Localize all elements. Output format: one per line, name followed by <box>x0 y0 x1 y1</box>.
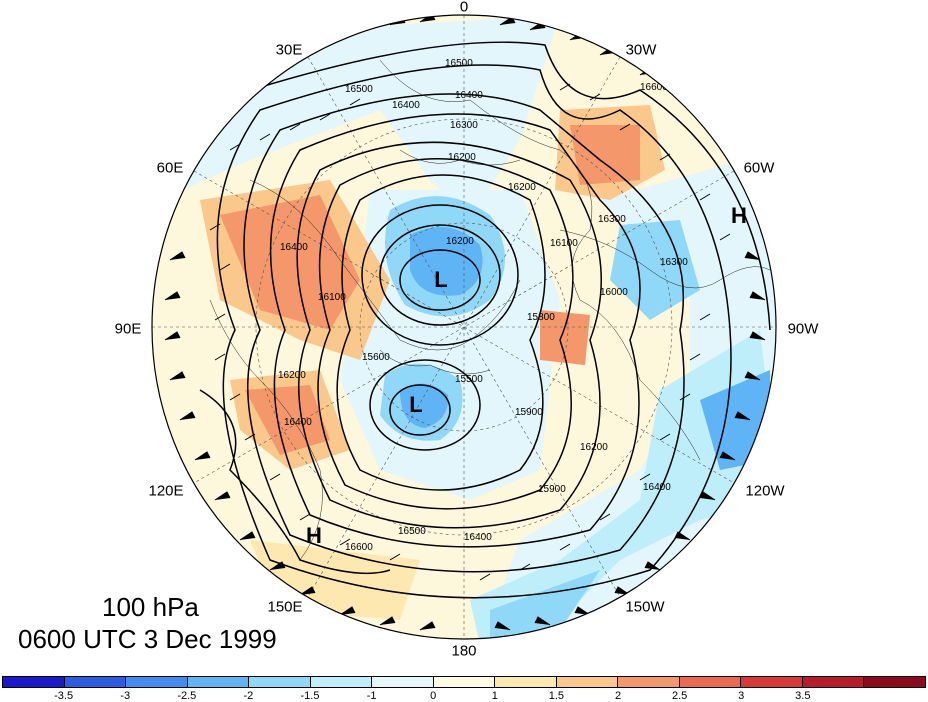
contour-label: 16200 <box>580 442 608 453</box>
anomaly-blue <box>490 570 600 639</box>
contour-label: 16300 <box>660 257 688 268</box>
lon-label-120e: 120E <box>148 482 184 500</box>
lon-label-60e: 60E <box>156 159 184 177</box>
contour-label: 16100 <box>318 292 346 303</box>
anomaly-warm <box>220 195 360 330</box>
colorbar-tick-label: -3 <box>120 690 131 702</box>
colorbar-swatch <box>126 677 188 687</box>
contour-label: 16400 <box>280 242 308 253</box>
contour-label: 16200 <box>446 236 474 247</box>
lon-label-60w: 60W <box>743 159 775 177</box>
colorbar-swatch <box>864 677 925 687</box>
low-center: L <box>434 267 448 292</box>
contour-label: 16500 <box>345 84 373 95</box>
contour-label: 16500 <box>398 526 426 537</box>
anomaly-warm <box>540 310 590 365</box>
colorbar-swatch <box>741 677 803 687</box>
contour-label: 15800 <box>527 312 555 323</box>
anomaly-warm <box>245 385 330 455</box>
contour-label: 15500 <box>455 374 483 385</box>
contour-label: 16200 <box>448 152 476 163</box>
colorbar-swatch <box>618 677 680 687</box>
colorbar <box>2 676 926 688</box>
lon-label-0: 0 <box>459 0 469 16</box>
high-center: H <box>731 203 747 228</box>
contour-label: 16400 <box>464 532 492 543</box>
contour-label: 16300 <box>450 120 478 131</box>
contour-label: 16400 <box>392 100 420 111</box>
contour-label: 16200 <box>278 370 306 381</box>
colorbar-tick-label: -3.5 <box>54 690 74 702</box>
colorbar-tick-label: 2.5 <box>671 690 688 702</box>
colorbar-tick-label: -2 <box>243 690 254 702</box>
contour-label: 16600 <box>640 82 668 93</box>
contour-label: 16400 <box>284 417 312 428</box>
lon-label-30w: 30W <box>625 41 657 59</box>
lon-label-150e: 150E <box>267 598 303 616</box>
colorbar-swatch <box>802 677 865 687</box>
colorbar-tick-label: 2 <box>614 690 622 702</box>
contour-label: 16200 <box>508 182 536 193</box>
contour-label: 16300 <box>598 214 626 225</box>
high-center: H <box>306 523 322 548</box>
colorbar-tick-label: 0 <box>430 690 437 702</box>
colorbar-swatch <box>679 677 742 687</box>
height-contours <box>199 41 771 599</box>
contour-label: 15900 <box>538 484 566 495</box>
contour-label: 16000 <box>600 287 628 298</box>
anomaly-blue-core <box>410 227 483 296</box>
colorbar-swatch <box>310 677 373 687</box>
lon-label-150w: 150W <box>625 598 665 616</box>
colorbar-swatch <box>372 677 434 687</box>
contour-label: 15900 <box>515 407 543 418</box>
colorbar-tick-label: 3.5 <box>795 690 811 702</box>
colorbar-tick-label: -1 <box>366 690 377 702</box>
contour-label: 16400 <box>643 482 671 493</box>
contour-label: 16600 <box>345 542 373 553</box>
colorbar-swatch <box>556 677 619 687</box>
contour-label: 15600 <box>362 352 390 363</box>
lon-label-90w: 90W <box>787 320 819 338</box>
contour-label: 16100 <box>550 238 578 249</box>
contour-label: 16400 <box>455 90 483 101</box>
colorbar-swatch <box>249 677 311 687</box>
contour-labels: 16500 16500 16400 16400 16300 16200 1620… <box>278 58 688 553</box>
colorbar-swatch <box>495 677 557 687</box>
graticule <box>152 15 776 639</box>
lon-label-90e: 90E <box>114 320 142 338</box>
colorbar-swatch <box>3 677 65 687</box>
level-title: 100 hPa <box>102 592 199 622</box>
time-title: 0600 UTC 3 Dec 1999 <box>18 624 277 654</box>
colorbar-tick-label: -2.5 <box>177 690 197 702</box>
anomaly-blue <box>610 220 700 320</box>
low-center: L <box>409 392 423 417</box>
coastlines <box>209 59 771 561</box>
colorbar-swatch <box>433 677 496 687</box>
colorbar-swatch <box>187 677 250 687</box>
lon-label-30e: 30E <box>275 41 303 59</box>
colorbar-tick-label: 3 <box>738 690 745 702</box>
anomaly-warm <box>570 125 640 185</box>
wind-barbs <box>164 15 766 631</box>
map-disk: 16500 16500 16400 16400 16300 16200 1620… <box>152 15 776 639</box>
lon-label-120w: 120W <box>745 482 785 500</box>
colorbar-tick-label: 1 <box>491 690 498 702</box>
colorbar-tick-label: -1.5 <box>300 690 320 702</box>
colorbar-tick-label: 1.5 <box>548 690 565 702</box>
anomaly-light-blue <box>480 150 776 639</box>
lon-label-180: 180 <box>451 642 477 660</box>
colorbar-swatch <box>64 677 127 687</box>
map-border <box>151 14 777 640</box>
contour-label: 16500 <box>445 58 473 69</box>
